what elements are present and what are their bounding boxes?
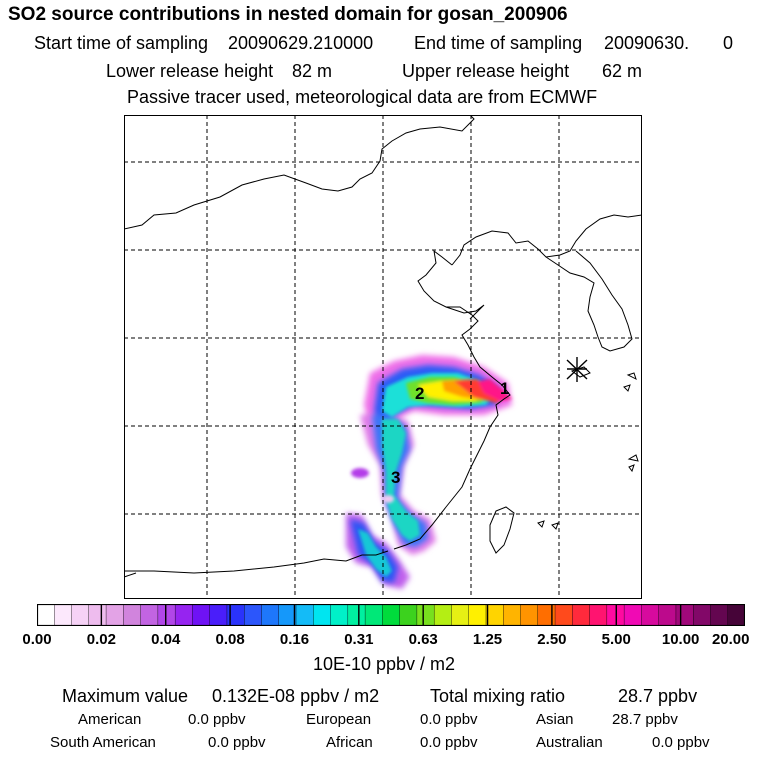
colorbar-tick-label: 0.04	[151, 631, 181, 648]
colorbar-cell	[261, 604, 280, 626]
lower-height-value: 82 m	[292, 61, 333, 81]
colorbar-cell	[54, 604, 73, 626]
colorbar-tick-label: 5.00	[601, 631, 631, 648]
end-time-value: 20090630.	[604, 33, 690, 53]
colorbar	[37, 604, 745, 626]
start-time-label: Start time of sampling	[34, 33, 209, 53]
region-name-european: European	[306, 711, 372, 728]
colorbar-cell	[330, 604, 349, 626]
region-value-european: 0.0 ppbv	[420, 711, 478, 728]
colorbar-cell	[347, 604, 366, 626]
region-name-asian: Asian	[536, 711, 574, 728]
end-time-suffix: 0	[723, 33, 734, 53]
tracer-note: Passive tracer used, meteorological data…	[127, 87, 598, 107]
colorbar-tick-label: 0.63	[408, 631, 438, 648]
total-mixing-label: Total mixing ratio	[430, 686, 566, 706]
region-value-african: 0.0 ppbv	[420, 734, 478, 751]
colorbar-cell	[554, 604, 574, 626]
region-name-south-american: South American	[50, 734, 156, 751]
colorbar-cell	[623, 604, 643, 626]
coastlines	[124, 115, 642, 578]
colorbar-cell	[693, 604, 712, 626]
colorbar-cell	[244, 604, 263, 626]
total-mixing-value: 28.7 ppbv	[618, 686, 698, 706]
end-time-label: End time of sampling	[414, 33, 583, 53]
colorbar-tick-label: 1.25	[472, 631, 503, 648]
colorbar-cell	[658, 604, 677, 626]
colorbar-cell	[572, 604, 591, 626]
colorbar-tick-label: 0.08	[215, 631, 245, 648]
colorbar-tick-label: 10.00	[661, 631, 700, 648]
colorbar-cell	[485, 604, 505, 626]
colorbar-cell	[468, 604, 487, 626]
colorbar-tick-label: 0.31	[344, 631, 374, 648]
colorbar-cell	[88, 604, 107, 626]
lat-lon-grid	[124, 115, 642, 599]
colorbar-unit: 10E-10 ppbv / m2	[312, 654, 456, 674]
colorbar-cell	[727, 604, 745, 626]
source-label-2: 2	[415, 384, 424, 403]
colorbar-cell	[675, 604, 694, 626]
figure-title: SO2 source contributions in nested domai…	[8, 4, 568, 25]
colorbar-cell	[710, 604, 729, 626]
region-name-african: African	[326, 734, 373, 751]
colorbar-cell	[399, 604, 418, 626]
colorbar-cells	[37, 604, 745, 626]
region-value-australian: 0.0 ppbv	[652, 734, 710, 751]
colorbar-tick-label: 0.02	[86, 631, 116, 648]
colorbar-tick-label: 20.00	[711, 631, 750, 648]
colorbar-cell	[520, 604, 539, 626]
colorbar-tick-label: 0.16	[279, 631, 310, 648]
colorbar-cell	[123, 604, 142, 626]
colorbar-cell	[589, 604, 608, 626]
max-value-label: Maximum value	[62, 686, 189, 706]
colorbar-cell	[37, 604, 56, 626]
colorbar-cell	[641, 604, 660, 626]
map-panel: 1 2 3	[124, 115, 642, 599]
upper-height-label: Upper release height	[402, 61, 570, 81]
colorbar-cell	[71, 604, 90, 626]
map-frame	[124, 115, 642, 599]
colorbar-cell	[416, 604, 435, 626]
region-value-american: 0.0 ppbv	[188, 711, 246, 728]
source-label-3: 3	[391, 468, 400, 487]
colorbar-tick-label: 0.00	[22, 631, 52, 648]
colorbar-cell	[192, 604, 211, 626]
receptor-marker-icon	[566, 357, 588, 382]
colorbar-cell	[295, 604, 315, 626]
colorbar-cell	[451, 604, 470, 626]
colorbar-cell	[382, 604, 401, 626]
region-value-south-american: 0.0 ppbv	[208, 734, 266, 751]
colorbar-tick-label: 2.50	[537, 631, 567, 648]
colorbar-cell	[140, 604, 159, 626]
colorbar-cell	[364, 604, 384, 626]
colorbar-cell	[313, 604, 332, 626]
start-time-value: 20090629.210000	[228, 33, 374, 53]
colorbar-cell	[433, 604, 453, 626]
max-value: 0.132E-08 ppbv / m2	[212, 686, 380, 706]
colorbar-cell	[537, 604, 556, 626]
colorbar-cell	[503, 604, 522, 626]
region-value-asian: 28.7 ppbv	[612, 711, 678, 728]
upper-height-value: 62 m	[602, 61, 643, 81]
region-name-australian: Australian	[536, 734, 603, 751]
source-label-1: 1	[500, 379, 509, 398]
lower-height-label: Lower release height	[106, 61, 274, 81]
region-name-american: American	[78, 711, 142, 728]
colorbar-cell	[105, 604, 125, 626]
colorbar-cell	[157, 604, 176, 626]
colorbar-major-ticks	[100, 604, 682, 626]
colorbar-cell	[174, 604, 194, 626]
colorbar-cell	[209, 604, 228, 626]
